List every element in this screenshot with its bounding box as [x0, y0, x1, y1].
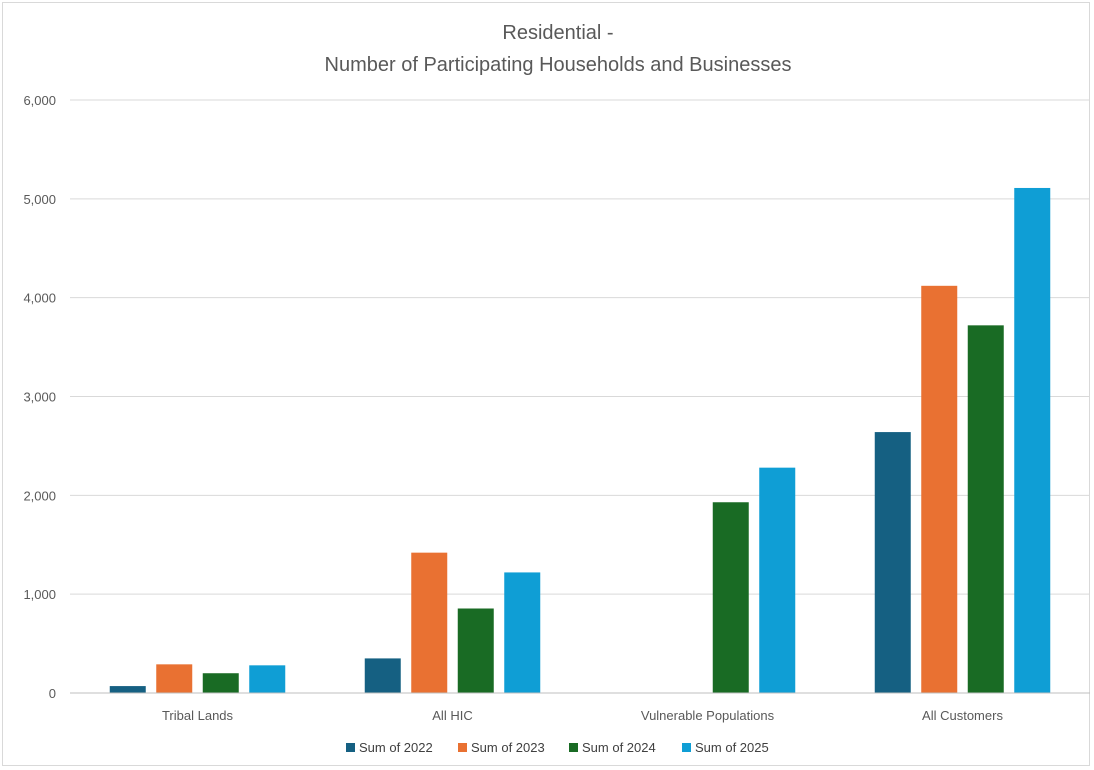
legend-label-1: Sum of 2022	[359, 740, 433, 755]
y-tick-label: 6,000	[23, 93, 56, 108]
legend-label-2: Sum of 2023	[471, 740, 545, 755]
y-tick-label: 5,000	[23, 192, 56, 207]
bar-4-1	[874, 432, 911, 693]
bar-1-1	[109, 686, 146, 693]
bar-1-3	[202, 673, 239, 693]
x-tick-label: Tribal Lands	[162, 708, 234, 723]
y-tick-label: 3,000	[23, 390, 56, 405]
x-tick-label: All Customers	[922, 708, 1003, 723]
bar-1-4	[249, 665, 286, 693]
bar-3-3	[712, 502, 749, 693]
x-tick-label: Vulnerable Populations	[641, 708, 775, 723]
y-gridlines	[70, 99, 1090, 595]
y-tick-label: 4,000	[23, 291, 56, 306]
bar-2-3	[457, 608, 494, 693]
bar-4-3	[967, 325, 1004, 693]
y-tick-label: 0	[49, 686, 56, 701]
y-tick-label: 2,000	[23, 488, 56, 503]
legend-label-3: Sum of 2024	[582, 740, 656, 755]
y-axis-ticks: 0 1,000 2,000 3,000 4,000 5,000 6,000	[23, 93, 56, 701]
y-tick-label: 1,000	[23, 587, 56, 602]
legend: Sum of 2022 Sum of 2023 Sum of 2024 Sum of …	[346, 740, 769, 755]
bar-1-2	[156, 664, 193, 693]
bar-2-2	[411, 552, 448, 693]
legend-swatch-2	[458, 743, 467, 752]
bar-2-1	[364, 658, 401, 693]
bar-series	[109, 187, 1051, 693]
bar-3-4	[759, 467, 796, 693]
x-tick-label: All HIC	[432, 708, 472, 723]
legend-swatch-1	[346, 743, 355, 752]
chart-title-line-2: Number of Participating Households and B…	[325, 54, 792, 76]
x-axis-ticks: Tribal Lands All HIC Vulnerable Population…	[162, 708, 1003, 723]
bar-4-4	[1014, 187, 1051, 693]
legend-label-4: Sum of 2025	[695, 740, 769, 755]
chart-title-line-1: Residential -	[502, 22, 613, 44]
legend-swatch-3	[569, 743, 578, 752]
bar-2-4	[504, 572, 541, 693]
legend-swatch-4	[682, 743, 691, 752]
bar-4-2	[921, 285, 958, 693]
